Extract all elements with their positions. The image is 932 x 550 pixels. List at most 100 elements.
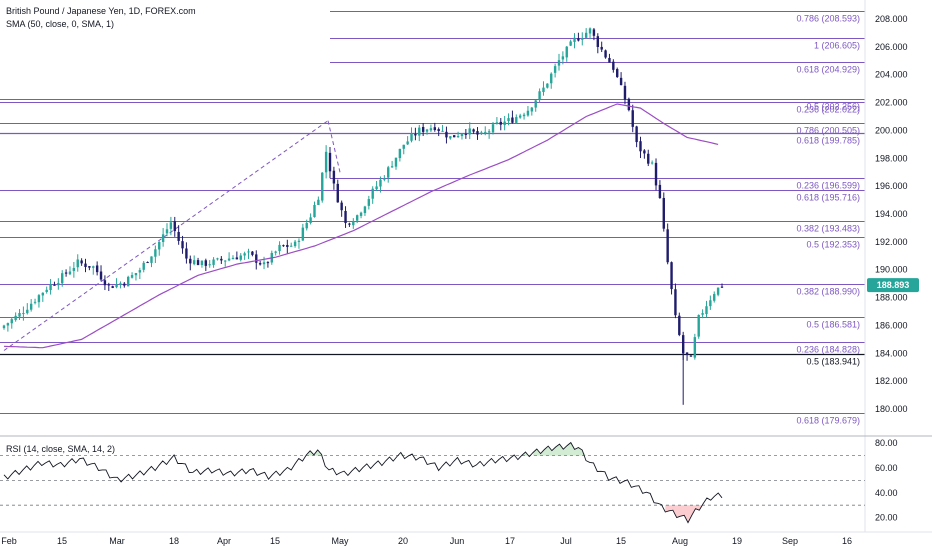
candle-body [212, 259, 215, 265]
symbol-title[interactable]: British Pound / Japanese Yen, 1D, FOREX.… [6, 6, 196, 16]
candle-body [577, 38, 580, 41]
candle-body [138, 270, 142, 273]
candle-body [612, 61, 615, 70]
fib-level-label: 0.236 (184.828) [796, 345, 860, 355]
rsi-tick-label: 80.00 [875, 438, 898, 448]
candle-body [685, 352, 689, 355]
rsi-tick-label: 20.00 [875, 513, 898, 523]
candle-body [394, 157, 398, 167]
candle-body [623, 85, 627, 100]
candle-body [635, 126, 638, 143]
time-axis-label: 18 [169, 536, 179, 546]
time-axis-label: Mar [109, 536, 125, 546]
time-axis-label: Sep [782, 536, 798, 546]
candle-body [584, 32, 588, 38]
sma-indicator-label[interactable]: SMA (50, close, 0, SMA, 1) [6, 19, 114, 29]
candle-body [414, 134, 417, 136]
candle-body [511, 117, 514, 123]
candle-body [80, 260, 83, 264]
price-axis-ticks[interactable]: 208.000 206.000 204.000 202.000 200.000 198.0… [875, 14, 908, 414]
trend-lines [3, 120, 341, 351]
candle-body [375, 186, 378, 190]
candle-body [278, 244, 281, 252]
candle-body [181, 241, 184, 249]
candle-body [573, 37, 576, 42]
time-axis-label: Jul [560, 536, 572, 546]
candle-body [705, 306, 708, 315]
candle-body [406, 141, 409, 145]
candle-body [371, 188, 374, 199]
trend-line-dashed[interactable] [327, 120, 341, 173]
candle-body [480, 132, 483, 134]
candle-body [10, 319, 13, 324]
candle-body [387, 167, 390, 178]
candle-body [154, 249, 157, 257]
candle-body [258, 263, 262, 265]
price-tick-label: 180.000 [875, 404, 908, 414]
candle-body [297, 240, 301, 242]
price-tick-label: 198.000 [875, 153, 908, 163]
candle-body [468, 128, 471, 135]
rsi-tick-label: 40.00 [875, 488, 898, 498]
candle-body [22, 313, 25, 315]
fib-level-label: 0.5 (202.256) [806, 102, 860, 112]
candle-body [445, 131, 448, 138]
candle-body [247, 251, 250, 253]
candle-body [643, 150, 646, 154]
rsi-indicator-label[interactable]: RSI (14, close, SMA, 14, 2) [6, 444, 115, 454]
price-tick-label: 186.000 [875, 320, 908, 330]
candle-body [177, 231, 180, 241]
candle-body [2, 325, 6, 329]
rsi-tick-label: 60.00 [875, 463, 898, 473]
candle-body [658, 184, 662, 198]
candle-body [476, 131, 479, 135]
candle-body [425, 129, 429, 132]
candle-body [126, 276, 130, 287]
fib-level-label: 0.786 (200.505) [796, 126, 860, 136]
time-axis-labels[interactable]: Feb 15 Mar 18 Apr 15 May 20 Jun 17 Jul 15 Aug 19 Sep 16 [1, 536, 852, 546]
candle-body [720, 286, 724, 288]
price-tick-label: 208.000 [875, 14, 908, 24]
fibonacci-levels: 0.786 (208.593) 1 (206.605) 0.618 (204.929… [0, 11, 865, 426]
fib-level-label: 0.382 (188.990) [796, 287, 860, 297]
candle-body [379, 179, 382, 187]
candle-body [134, 273, 138, 276]
candle-body [99, 271, 103, 280]
candle-body [352, 221, 355, 226]
candle-body [119, 283, 122, 285]
candle-body [491, 124, 495, 133]
fib-level-label: 0.618 (204.929) [796, 65, 860, 75]
candle-body [266, 262, 270, 264]
candle-body [487, 131, 491, 133]
candle-body [161, 234, 165, 242]
candle-body [37, 295, 41, 303]
candle-body [588, 28, 592, 34]
candle-body [18, 312, 21, 317]
chart-legend: British Pound / Japanese Yen, 1D, FOREX.… [6, 6, 196, 29]
candle-body [255, 254, 258, 263]
candle-body [689, 355, 693, 357]
candle-body [262, 262, 266, 265]
time-axis-label: May [331, 536, 349, 546]
trend-line-dashed[interactable] [3, 120, 329, 351]
price-tick-label: 206.000 [875, 42, 908, 52]
candle-body [499, 121, 502, 125]
rsi-pane: RSI (14, close, SMA, 14, 2) 80.00 60.00 40… [0, 438, 898, 524]
candle-body [441, 130, 444, 132]
candle-body [627, 98, 631, 111]
candle-body [14, 315, 17, 321]
candle-body [41, 292, 45, 296]
candle-body [654, 162, 658, 186]
candle-body [293, 241, 297, 247]
fib-level-label: 0.5 (183.941) [806, 357, 860, 367]
candle-body [235, 257, 239, 260]
fib-level-label: 0.236 (196.599) [796, 181, 860, 191]
candle-body [631, 110, 634, 127]
candle-body [367, 199, 371, 206]
candle-body [274, 251, 277, 253]
candle-body [604, 50, 607, 58]
candle-body [33, 301, 37, 303]
time-axis-label: 15 [57, 536, 67, 546]
candle-body [165, 229, 169, 234]
last-price-label: 188.893 [877, 280, 910, 290]
